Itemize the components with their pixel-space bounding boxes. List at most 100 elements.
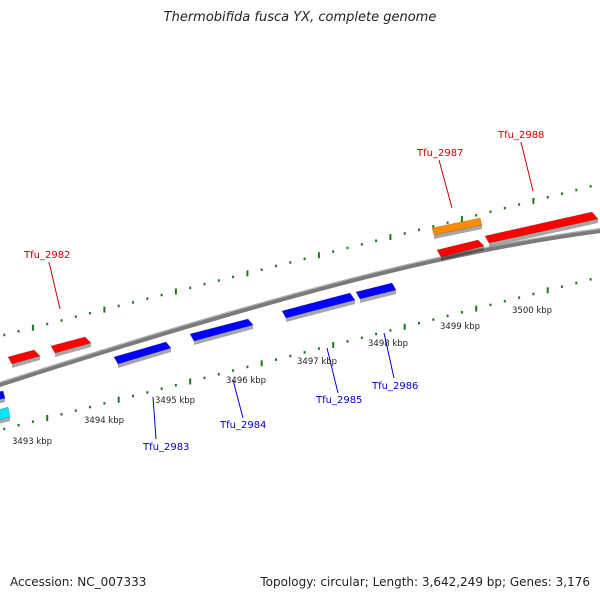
label-connector-line [152,396,157,440]
minor-tick [17,330,20,333]
kbp-label: 3495 kbp [155,396,195,406]
reverse-gene-arrow [113,341,172,365]
cyan-gene-arrow [0,406,11,420]
major-tick [174,288,177,295]
minor-tick [546,196,549,199]
minor-tick [303,257,306,261]
gene-arrow-shade [0,398,5,404]
minor-tick [132,394,134,398]
minor-tick [589,185,592,188]
minor-tick [89,405,92,409]
kbp-label: 3497 kbp [297,357,337,367]
minor-tick [132,301,134,304]
minor-tick [575,188,578,192]
major-tick [475,305,478,312]
major-tick [532,197,535,204]
minor-tick [389,329,392,332]
minor-tick [31,420,34,423]
major-tick [389,234,392,241]
label-connector-line [326,347,339,394]
kbp-label: 3500 kbp [512,306,552,316]
highlight-gene-arrow [431,217,483,236]
minor-tick [89,311,92,315]
minor-tick [346,340,349,343]
gene-arrow-shade [434,225,482,239]
minor-tick [246,365,249,369]
major-tick [46,415,49,421]
minor-tick [60,413,63,416]
minor-tick [117,304,120,308]
minor-tick [503,206,506,210]
minor-tick [275,264,277,268]
label-connector-line [438,159,453,209]
accession-text: Accession: NC_007333 [10,575,147,589]
minor-tick [403,232,406,235]
minor-tick [3,333,6,337]
minor-tick [489,303,492,307]
kbp-label: 3499 kbp [440,322,480,332]
gene-arrow-shade [0,417,10,424]
minor-tick [589,278,592,281]
label-connector-line [48,261,61,310]
kbp-label: 3493 kbp [12,437,52,447]
major-tick [189,378,192,385]
kbp-label: 3496 kbp [226,376,266,386]
kbp-label: 3498 kbp [368,339,408,349]
minor-tick [146,391,149,394]
label-connectors [48,141,534,440]
gene-label-reverse: Tfu_2983 [142,442,189,453]
minor-tick [418,321,420,325]
major-tick [317,252,320,259]
minor-tick [317,347,320,350]
gene-arrow-shade [55,343,91,357]
gene-arrow-shade [118,348,171,368]
major-tick [260,360,263,367]
gene-arrow-shade [194,325,253,345]
major-tick [403,323,406,330]
minor-tick [575,281,578,285]
gene-arrow-shade [489,219,598,247]
minor-tick [74,409,77,412]
minor-tick [160,387,163,390]
minor-tick [232,275,235,279]
minor-tick [189,286,192,290]
minor-tick [518,296,521,299]
forward-gene-arrow [484,211,599,244]
minor-tick [360,243,363,246]
label-connector-line [383,332,395,379]
gene-label-reverse: Tfu_2984 [219,420,266,431]
forward-scale-ticks [3,185,592,337]
minor-tick [561,192,563,195]
minor-tick [475,214,478,217]
minor-tick [217,373,220,376]
map-title: Thermobifida fusca YX, complete genome [163,10,437,25]
forward-gene-arrow [7,349,41,365]
major-tick [103,306,106,313]
minor-tick [289,261,292,264]
minor-tick [446,314,449,318]
gene-features [0,211,599,424]
minor-tick [3,427,6,431]
minor-tick [518,203,521,206]
minor-tick [332,250,335,253]
minor-tick [503,300,506,303]
reverse-gene-arrow [355,282,397,300]
forward-gene-arrow [50,336,92,354]
forward-gene-arrow [436,239,485,258]
minor-tick [489,210,492,213]
minor-tick [103,402,106,405]
minor-tick [203,282,206,286]
kbp-label: 3494 kbp [84,416,124,426]
minor-tick [232,369,235,372]
reverse-scale-ticks [3,278,592,431]
minor-tick [432,225,435,228]
major-tick [117,396,120,403]
minor-tick [203,376,206,380]
genome-info-text: Topology: circular; Length: 3,642,249 bp… [260,575,590,589]
minor-tick [418,228,420,232]
minor-tick [360,336,363,339]
gene-label-reverse: Tfu_2986 [371,381,418,392]
reverse-gene-arrow [189,318,254,342]
minor-tick [146,297,149,300]
